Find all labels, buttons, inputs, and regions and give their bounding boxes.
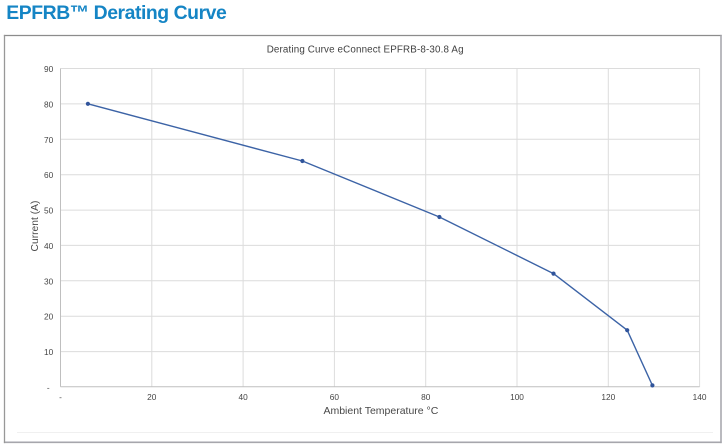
svg-text:50: 50 [44,206,54,216]
svg-text:120: 120 [601,392,615,402]
svg-text:Current (A): Current (A) [30,201,41,252]
svg-text:20: 20 [44,312,54,322]
svg-text:30: 30 [44,276,54,286]
svg-text:EPFRB™ Derating Curve: EPFRB™ Derating Curve [6,2,227,24]
svg-text:-: - [47,382,50,392]
svg-text:20: 20 [147,392,157,402]
svg-text:70: 70 [44,135,54,145]
svg-text:80: 80 [421,392,431,402]
svg-text:40: 40 [44,241,54,251]
svg-text:10: 10 [44,347,54,357]
svg-text:Ambient Temperature °C: Ambient Temperature °C [323,405,438,417]
svg-text:Derating Curve eConnect EPFRB-: Derating Curve eConnect EPFRB-8-30.8 Ag [267,45,464,56]
svg-text:-: - [59,392,62,402]
svg-text:80: 80 [44,99,54,109]
svg-text:60: 60 [44,170,54,180]
svg-text:90: 90 [44,64,54,74]
svg-text:40: 40 [238,392,248,402]
svg-text:100: 100 [510,392,524,402]
svg-text:60: 60 [330,392,340,402]
svg-text:140: 140 [693,392,707,402]
